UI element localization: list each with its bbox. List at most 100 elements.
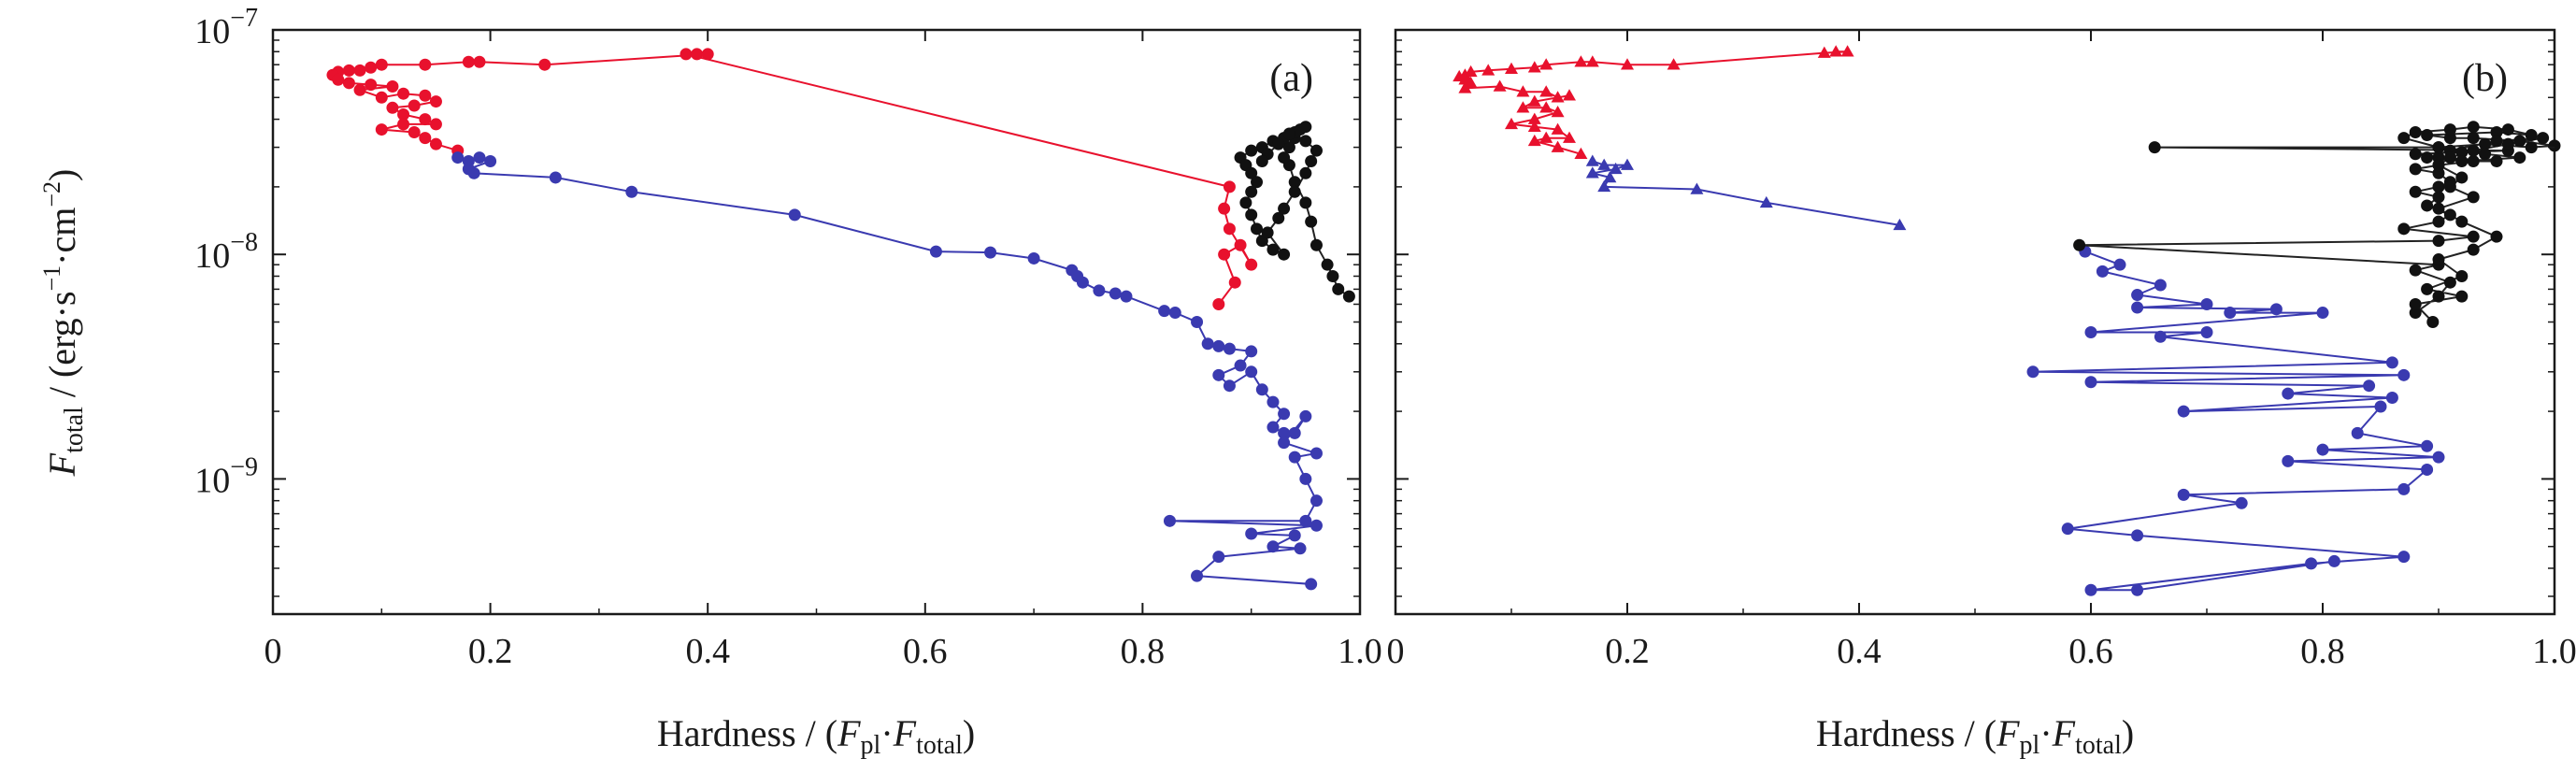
data-point bbox=[473, 55, 486, 68]
x-tick-label: 0.4 bbox=[685, 632, 730, 671]
y-tick-label: 10−7 bbox=[194, 4, 258, 51]
data-point bbox=[2351, 426, 2364, 439]
data-point bbox=[788, 208, 801, 222]
data-point bbox=[1212, 339, 1225, 352]
data-point bbox=[1342, 290, 1355, 303]
data-point bbox=[1255, 383, 1268, 396]
data-point bbox=[375, 91, 388, 104]
data-point bbox=[2432, 180, 2445, 193]
data-point bbox=[691, 48, 704, 61]
data-point bbox=[1218, 202, 1231, 215]
data-point bbox=[2096, 265, 2109, 278]
data-point bbox=[1027, 251, 1040, 265]
data-point bbox=[365, 61, 378, 74]
data-point bbox=[2421, 129, 2434, 142]
data-point bbox=[1278, 248, 1291, 261]
data-point bbox=[1305, 215, 1318, 228]
data-point bbox=[1464, 76, 1478, 89]
data-point bbox=[2131, 301, 2144, 314]
data-point bbox=[1223, 222, 1236, 236]
series-0 bbox=[326, 48, 1258, 310]
data-point bbox=[1267, 540, 1280, 553]
data-point bbox=[1294, 542, 1307, 555]
data-point bbox=[2421, 151, 2434, 165]
data-point bbox=[1551, 140, 1565, 152]
data-point bbox=[1299, 196, 1312, 209]
data-point bbox=[467, 166, 480, 179]
data-point bbox=[2409, 307, 2422, 320]
data-point bbox=[419, 132, 432, 145]
y-tick-label: 10−9 bbox=[194, 452, 258, 500]
data-point bbox=[386, 79, 399, 93]
data-point bbox=[2537, 132, 2550, 145]
data-point bbox=[1223, 379, 1236, 393]
data-point bbox=[1551, 122, 1565, 135]
data-point bbox=[2409, 163, 2422, 176]
panel-a-label: (a) bbox=[1269, 57, 1313, 100]
data-point bbox=[2548, 139, 2561, 152]
data-point bbox=[1282, 127, 1295, 140]
data-point bbox=[2177, 405, 2190, 418]
data-point bbox=[1609, 162, 1623, 175]
data-point bbox=[2409, 148, 2422, 161]
data-point bbox=[2490, 126, 2503, 139]
data-point bbox=[2327, 554, 2340, 567]
series-line bbox=[457, 156, 1318, 585]
data-point bbox=[1245, 365, 1258, 379]
data-point bbox=[1223, 180, 1236, 193]
data-point bbox=[2443, 208, 2456, 222]
data-point bbox=[1278, 426, 1291, 439]
panel-a-ylabel: Ftotal / (erg·s−1·cm−2) bbox=[38, 169, 89, 478]
data-point bbox=[1278, 408, 1291, 421]
data-point bbox=[2501, 137, 2514, 150]
panel-a-xlabel: Hardness / (Fpl·Ftotal) bbox=[657, 712, 975, 760]
series-2 bbox=[2026, 245, 2445, 596]
data-point bbox=[2177, 488, 2190, 501]
data-point bbox=[1191, 569, 1204, 582]
data-point bbox=[1212, 368, 1225, 381]
data-point bbox=[2397, 368, 2411, 381]
data-point bbox=[1239, 196, 1252, 209]
data-point bbox=[2282, 454, 2295, 467]
data-point bbox=[1245, 166, 1258, 179]
data-point bbox=[2397, 551, 2411, 564]
data-point bbox=[1539, 131, 1553, 143]
data-point bbox=[2443, 151, 2456, 165]
data-point bbox=[375, 123, 388, 136]
data-point bbox=[1163, 514, 1176, 527]
data-point bbox=[1245, 527, 1258, 540]
data-point bbox=[1234, 238, 1247, 251]
data-point bbox=[375, 58, 388, 71]
x-tick-label: 1.0 bbox=[2532, 632, 2576, 671]
data-point bbox=[2084, 325, 2097, 338]
data-point bbox=[1527, 61, 1541, 73]
data-point bbox=[1212, 297, 1225, 310]
data-point bbox=[1245, 144, 1258, 157]
x-tick-label: 0.2 bbox=[1605, 632, 1650, 671]
data-point bbox=[2432, 290, 2445, 303]
data-point bbox=[2409, 297, 2422, 310]
data-point bbox=[2432, 253, 2445, 266]
data-point bbox=[1309, 144, 1323, 157]
data-point bbox=[1893, 218, 1907, 231]
data-point bbox=[2467, 121, 2480, 134]
data-point bbox=[1309, 494, 1323, 508]
data-point bbox=[1245, 258, 1258, 271]
data-point bbox=[1539, 85, 1553, 97]
data-point bbox=[2455, 155, 2469, 168]
data-point bbox=[2385, 356, 2398, 369]
data-point bbox=[2513, 135, 2526, 148]
data-point bbox=[1516, 85, 1530, 97]
data-point bbox=[1305, 578, 1318, 591]
panel-b-label: (b) bbox=[2462, 57, 2508, 100]
data-point bbox=[538, 58, 551, 71]
data-point bbox=[1251, 176, 1264, 189]
data-point bbox=[929, 245, 942, 258]
data-point bbox=[1309, 519, 1323, 532]
x-tick-label: 0 bbox=[265, 632, 282, 671]
data-point bbox=[1076, 276, 1089, 289]
data-point bbox=[549, 171, 562, 184]
data-point bbox=[2084, 583, 2097, 596]
data-point bbox=[1563, 89, 1576, 101]
data-point bbox=[2455, 171, 2469, 184]
